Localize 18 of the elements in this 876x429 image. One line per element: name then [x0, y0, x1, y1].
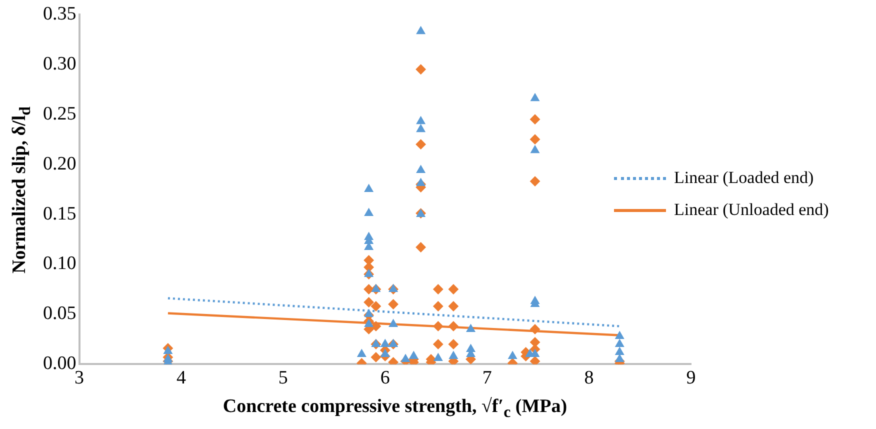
- y-tick-label: 0.00: [43, 353, 76, 374]
- x-tick-label: 3: [74, 368, 84, 389]
- x-tick-label: 4: [176, 368, 186, 389]
- x-axis-title: Concrete compressive strength, √f′$_{c}$ (MPa): [222, 396, 568, 422]
- x-tick-label: 9: [686, 368, 696, 389]
- x-tick-label: 5: [278, 368, 288, 389]
- legend-label: Linear (Unloaded end): [674, 200, 829, 220]
- y-tick-label: 0.15: [43, 203, 76, 224]
- x-tick-label: 6: [380, 368, 390, 389]
- y-tick-label: 0.20: [43, 153, 76, 174]
- y-tick-label: 0.25: [43, 103, 76, 124]
- y-tick-label: 0.05: [43, 303, 76, 324]
- legend-label: Linear (Loaded end): [674, 168, 814, 188]
- x-tick-label: 7: [482, 368, 492, 389]
- y-tick-label: 0.30: [43, 53, 76, 74]
- x-tick-label: 8: [584, 368, 594, 389]
- y-tick-label: 0.10: [43, 253, 76, 274]
- y-tick-label: 0.35: [43, 3, 76, 24]
